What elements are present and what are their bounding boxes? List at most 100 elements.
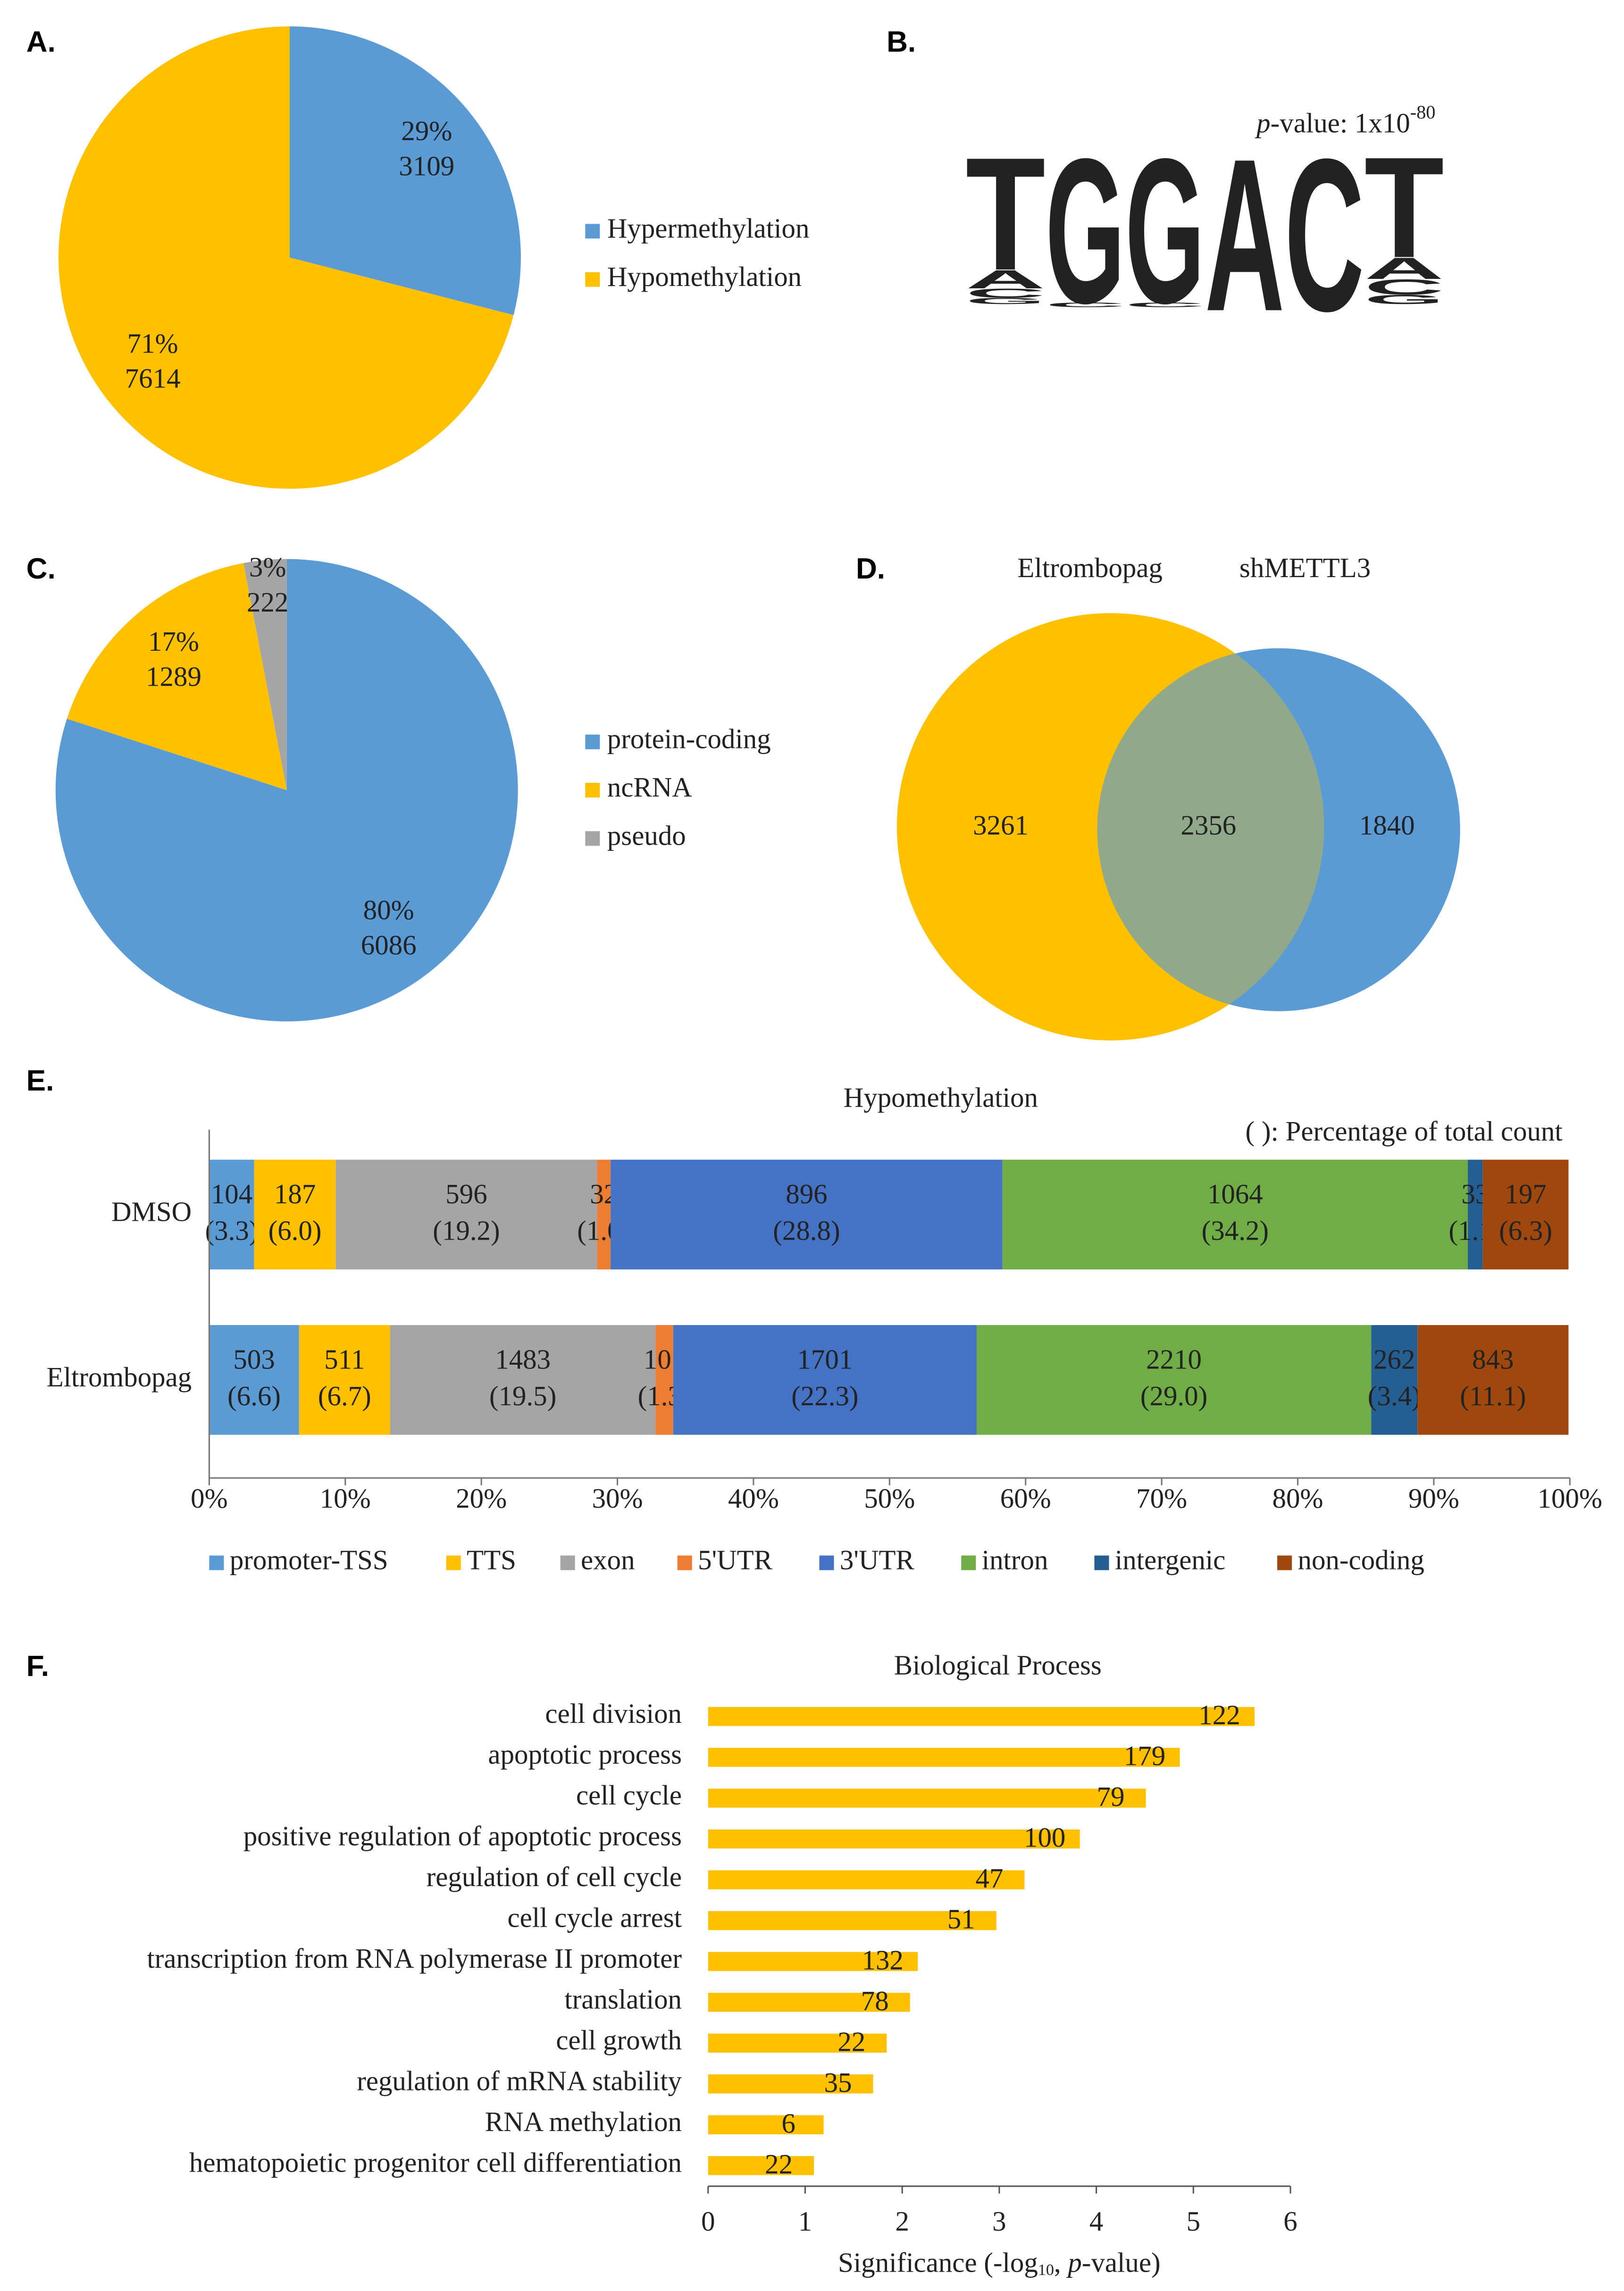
panel-label: F. [26,1650,49,1683]
segment-count: 187 [274,1179,316,1209]
legend-label: promoter-TSS [230,1544,388,1575]
bar-count: 122 [1198,1700,1240,1730]
bar-segment [611,1159,1003,1270]
legend-swatch [585,783,600,798]
legend-label: intron [982,1544,1048,1575]
pie-slice [67,563,287,790]
y-tick-label: cell division [545,1698,682,1729]
bar-count: 51 [947,1904,975,1935]
y-tick-label: RNA methylation [485,2106,682,2137]
p-value-annotation: p-value: 1x10-80 [1255,101,1435,138]
pie-slice [243,559,287,790]
set-title: Eltrombopag [1017,553,1163,583]
bar-segment [976,1325,1372,1435]
slice-count: 222 [247,587,288,618]
y-tick-label: cell cycle [576,1780,682,1811]
slice-percent: 3% [249,552,286,583]
segment-percent: (6.0) [268,1216,322,1246]
segment-count: 104 [211,1179,252,1209]
segment-count: 197 [1505,1179,1546,1209]
slice-count: 1289 [146,661,201,692]
xlabel-text: Significance (-log [838,2247,1038,2278]
bar [708,1952,918,1971]
y-tick-label: transcription from RNA polymerase II pro… [147,1943,682,1974]
region-count: 3261 [973,810,1029,841]
x-tick-label: 50% [864,1483,915,1514]
logo-letter: A [1364,252,1444,285]
bar-segment [673,1325,977,1435]
y-tick-label: translation [564,1984,682,2015]
x-tick-label: 30% [592,1483,643,1514]
legend-label: Hypermethylation [607,213,810,243]
bar [708,1911,996,1930]
bar-segment [597,1159,611,1270]
bar-segment [209,1159,254,1270]
bar [708,1788,1146,1808]
bar-count: 35 [824,2067,852,2098]
segment-count: 896 [786,1179,827,1209]
y-tick-label: Eltrombopag [47,1362,192,1393]
segment-percent: (3.3) [205,1216,259,1246]
y-tick-label: apoptotic process [488,1739,682,1770]
slice-percent: 80% [363,895,414,925]
slice-percent: 17% [148,626,199,657]
slice-count: 3109 [399,151,454,181]
xlabel-text: -value) [1082,2247,1161,2278]
slice-count: 6086 [361,930,417,961]
x-tick-label: 60% [1000,1483,1051,1514]
region-count: 1840 [1359,810,1415,841]
bar-count: 47 [976,1863,1004,1894]
segment-count: 511 [324,1344,365,1375]
bar-segment [1371,1325,1418,1435]
bar-count: 22 [765,2149,793,2180]
panel-label: E. [26,1065,54,1097]
segment-count: 1064 [1207,1179,1263,1209]
legend-label: Hypomethylation [607,261,802,292]
x-tick-label: 4 [1089,2206,1103,2237]
legend-swatch [1094,1555,1109,1570]
x-tick-label: 100% [1538,1483,1602,1514]
annotation: ( ): Percentage of total count [1246,1116,1563,1147]
x-tick-label: 3 [992,2206,1006,2237]
legend-swatch [560,1555,575,1570]
x-tick-label: 20% [456,1483,507,1514]
slice-percent: 29% [401,116,452,146]
chart-title: Biological Process [894,1650,1102,1681]
venn-overlap [1097,648,1324,1011]
panel-label: B. [887,25,916,58]
legend-swatch [446,1555,461,1570]
logo-letter: G [1125,115,1205,346]
legend-label: exon [581,1544,635,1575]
x-tick-label: 90% [1408,1483,1459,1514]
logo-letter: C [1285,114,1364,356]
segment-percent: (19.2) [433,1216,500,1246]
segment-percent: (6.6) [227,1381,281,1411]
logo-letter: G [1046,115,1125,346]
segment-percent: (28.8) [773,1216,840,1246]
bar-count: 6 [781,2108,795,2139]
bar [708,1829,1080,1849]
panel-label: C. [26,553,56,585]
logo-letter: T [1364,127,1444,288]
x-tick-label: 40% [728,1483,779,1514]
bar-segment [655,1325,673,1435]
logo-letter: A [966,265,1046,294]
bar-count: 179 [1124,1741,1165,1771]
xlabel-text: , [1054,2247,1068,2278]
segment-count: 1483 [495,1344,551,1375]
x-tick-label: 80% [1272,1483,1323,1514]
bar-count: 78 [861,1986,889,2016]
slice-count: 7614 [125,363,181,394]
legend-swatch [961,1555,976,1570]
bar-segment [335,1159,597,1270]
x-tick-label: 6 [1283,2206,1297,2237]
pie-slice [289,26,521,315]
bar-segment [1002,1159,1468,1270]
y-tick-label: cell cycle arrest [507,1903,682,1933]
logo-letter: C [1125,301,1205,308]
segment-count: 843 [1472,1344,1514,1375]
bar [708,1870,1025,1889]
x-tick-label: 0% [191,1483,228,1514]
panel-label: D. [856,553,885,585]
